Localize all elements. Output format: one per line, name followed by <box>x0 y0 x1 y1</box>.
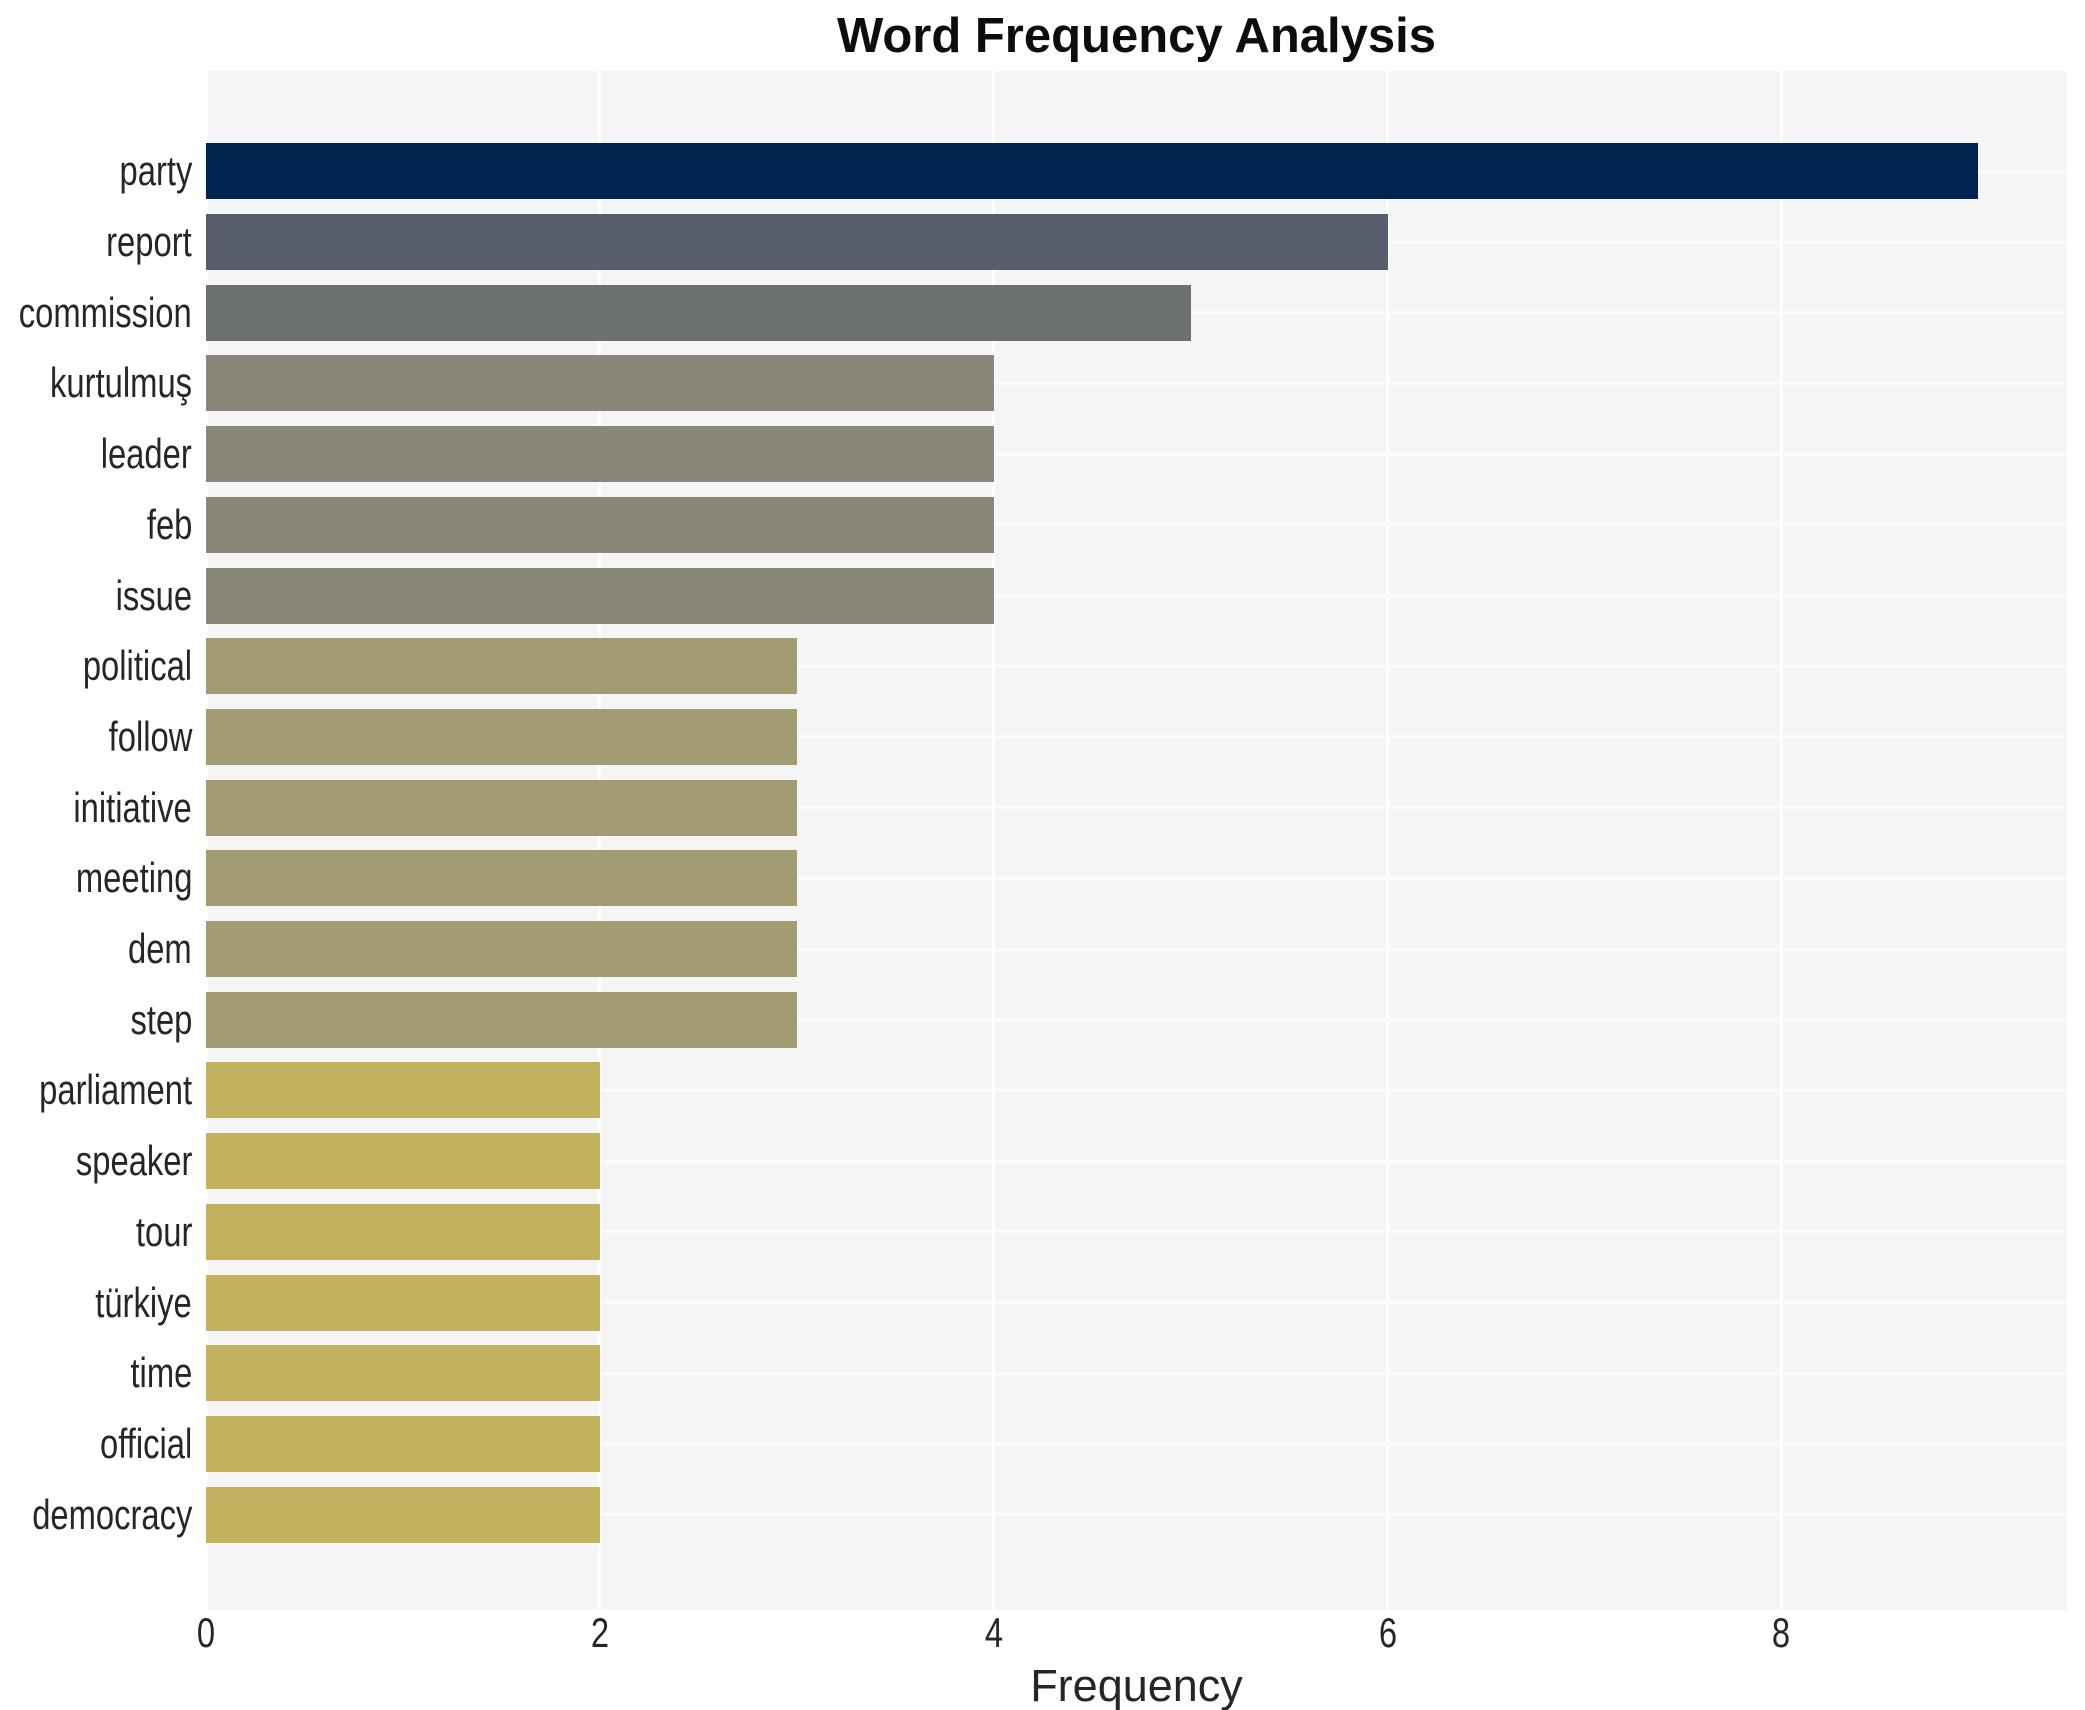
y-tick-label: issue <box>115 571 192 619</box>
x-gridline <box>1779 71 1783 1610</box>
y-tick-label: speaker <box>75 1137 192 1185</box>
y-tick-label: commission <box>19 288 192 336</box>
y-tick-label: feb <box>146 500 192 548</box>
y-tick-label: parliament <box>39 1066 192 1114</box>
bar-parliament <box>206 1062 600 1119</box>
y-tick-label: leader <box>100 430 192 478</box>
bar-feb <box>206 496 994 553</box>
x-tick-label: 2 <box>590 1609 609 1656</box>
bar-party <box>206 143 1979 200</box>
x-tick-label: 6 <box>1378 1609 1397 1656</box>
y-gridline <box>206 523 2067 527</box>
y-gridline <box>206 664 2067 668</box>
bar-commission <box>206 284 1191 341</box>
x-gridline <box>1386 71 1390 1610</box>
y-tick-label: party <box>119 147 192 195</box>
x-tick-label: 8 <box>1772 1609 1791 1656</box>
y-tick-label: report <box>106 218 192 266</box>
bar-official <box>206 1415 600 1472</box>
y-tick-label: initiative <box>73 783 192 831</box>
y-tick-label: dem <box>128 925 192 973</box>
y-gridline <box>206 381 2067 385</box>
x-gridline <box>204 71 208 1610</box>
y-tick-label: meeting <box>75 854 192 902</box>
y-gridline <box>206 1018 2067 1022</box>
y-tick-label: time <box>130 1349 192 1397</box>
bar-leader <box>206 426 994 483</box>
y-gridline <box>206 735 2067 739</box>
y-gridline <box>206 452 2067 456</box>
x-axis-label: Frequency <box>1030 1660 1243 1710</box>
y-tick-label: türkiye <box>95 1278 192 1326</box>
y-gridline <box>206 1230 2067 1234</box>
y-tick-label: tour <box>135 1207 192 1255</box>
y-gridline <box>206 1159 2067 1163</box>
bar-tour <box>206 1203 600 1260</box>
bar-meeting <box>206 850 797 907</box>
y-tick-label: political <box>82 642 192 690</box>
x-tick-label: 0 <box>196 1609 216 1656</box>
y-tick-label: official <box>99 1419 192 1467</box>
y-tick-label: kurtulmuş <box>49 359 192 407</box>
bar-follow <box>206 708 797 765</box>
y-gridline <box>206 1513 2067 1517</box>
y-tick-label: follow <box>108 712 192 760</box>
y-gridline <box>206 806 2067 810</box>
y-gridline <box>206 1442 2067 1446</box>
y-gridline <box>206 1371 2067 1375</box>
bar-report <box>206 214 1388 271</box>
bar-step <box>206 991 797 1048</box>
chart-title: Word Frequency Analysis <box>836 9 1437 63</box>
x-tick-label: 4 <box>984 1609 1003 1656</box>
bar-türkiye <box>206 1274 600 1331</box>
plot-area <box>204 71 2067 1610</box>
x-gridline <box>598 71 602 1610</box>
y-gridline <box>206 1301 2067 1305</box>
y-gridline <box>206 876 2067 880</box>
bar-political <box>206 638 797 695</box>
bar-time <box>206 1345 600 1402</box>
y-gridline <box>206 594 2067 598</box>
bar-initiative <box>206 779 797 836</box>
y-tick-label: step <box>130 995 192 1043</box>
bar-democracy <box>206 1486 600 1543</box>
bar-issue <box>206 567 994 624</box>
y-gridline <box>206 947 2067 951</box>
y-tick-label: democracy <box>31 1490 192 1538</box>
bar-dem <box>206 921 797 978</box>
y-gridline <box>206 1088 2067 1092</box>
bar-speaker <box>206 1133 600 1190</box>
bar-kurtulmuş <box>206 355 994 412</box>
x-gridline <box>992 71 996 1610</box>
